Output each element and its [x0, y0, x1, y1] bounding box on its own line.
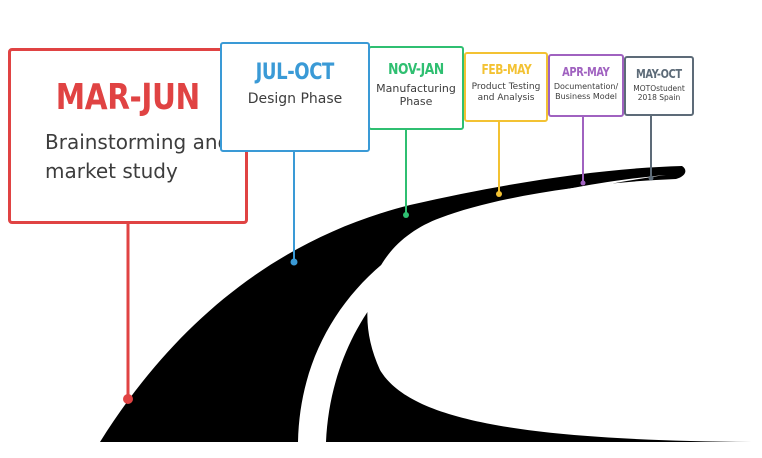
post-base-may-oct — [648, 175, 654, 181]
milestone-sign-mar-jun: MAR-JUN Brainstorming and market study — [8, 48, 248, 224]
milestone-description: Product Testing and Analysis — [471, 82, 541, 103]
milestone-period: JUL-OCT — [255, 60, 335, 85]
post-base-jul-oct — [290, 258, 298, 266]
milestone-period: MAR-JUN — [55, 77, 200, 118]
milestone-sign-feb-may: FEB-MAY Product Testing and Analysis — [464, 52, 548, 122]
milestone-description: Brainstorming and market study — [45, 130, 231, 183]
post-base-mar-jun — [123, 394, 133, 404]
milestone-period: NOV-JAN — [388, 60, 444, 78]
milestone-description: Documentation/ Business Model — [553, 82, 619, 101]
post-base-nov-jan — [403, 212, 409, 218]
milestone-period: FEB-MAY — [481, 63, 531, 78]
milestone-description: MOTOstudent 2018 Spain — [633, 84, 685, 102]
milestone-sign-nov-jan: NOV-JAN Manufacturing Phase — [368, 46, 464, 130]
post-base-apr-may — [580, 180, 586, 186]
milestone-sign-jul-oct: JUL-OCT Design Phase — [220, 42, 370, 152]
milestone-sign-apr-may: APR-MAY Documentation/ Business Model — [548, 54, 624, 117]
sign-posts — [123, 116, 654, 404]
milestone-description: Manufacturing Phase — [376, 82, 456, 109]
road — [100, 166, 752, 442]
milestone-description: Design Phase — [247, 91, 343, 107]
milestone-period: MAY-OCT — [636, 67, 682, 81]
milestone-sign-may-oct: MAY-OCT MOTOstudent 2018 Spain — [624, 56, 694, 116]
post-base-feb-may — [496, 191, 502, 197]
milestone-period: APR-MAY — [562, 65, 610, 79]
